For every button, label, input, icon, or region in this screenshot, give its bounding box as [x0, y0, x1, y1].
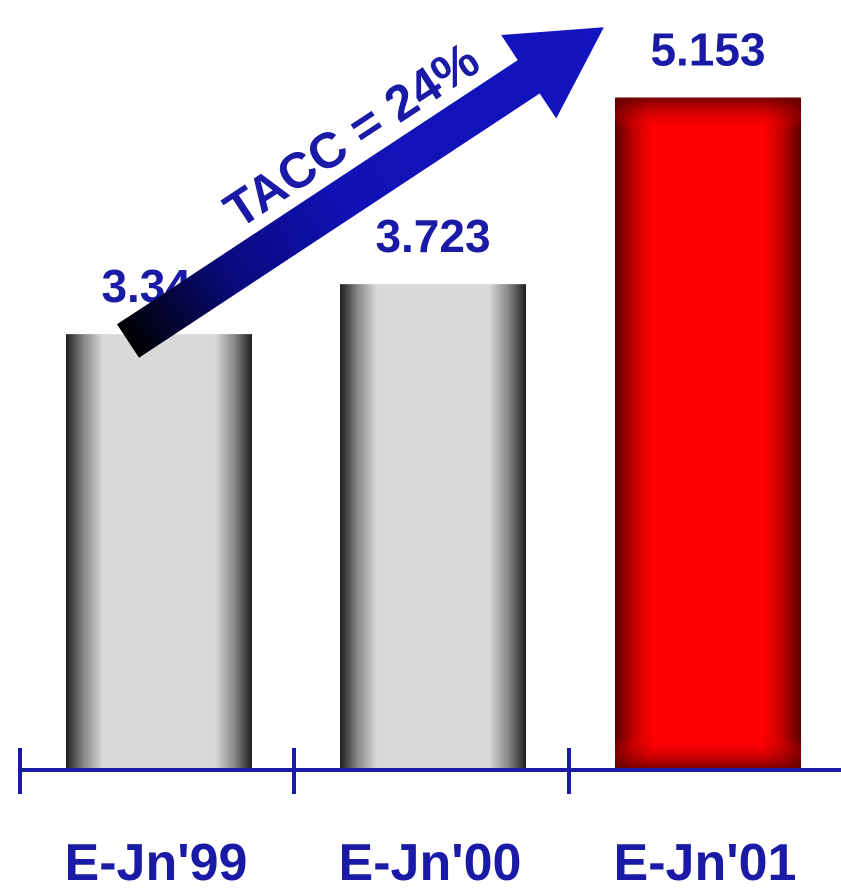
bars-layer: [66, 97, 801, 770]
value-label-3: 5.153: [650, 24, 765, 76]
bar-3: [615, 97, 801, 770]
x-axis: [18, 748, 841, 794]
bar-shade: [615, 97, 801, 770]
bar-2: [340, 284, 526, 770]
category-label-3: E-Jn'01: [614, 834, 797, 889]
bar-1: [66, 334, 252, 770]
arrow-icon: [116, 27, 604, 358]
category-label-2: E-Jn'00: [339, 834, 522, 889]
category-labels: E-Jn'99 E-Jn'00 E-Jn'01: [65, 834, 797, 889]
value-label-2: 3.723: [375, 210, 490, 262]
bar-fill: [340, 284, 526, 770]
bar-fill: [66, 334, 252, 770]
category-label-1: E-Jn'99: [65, 834, 248, 889]
